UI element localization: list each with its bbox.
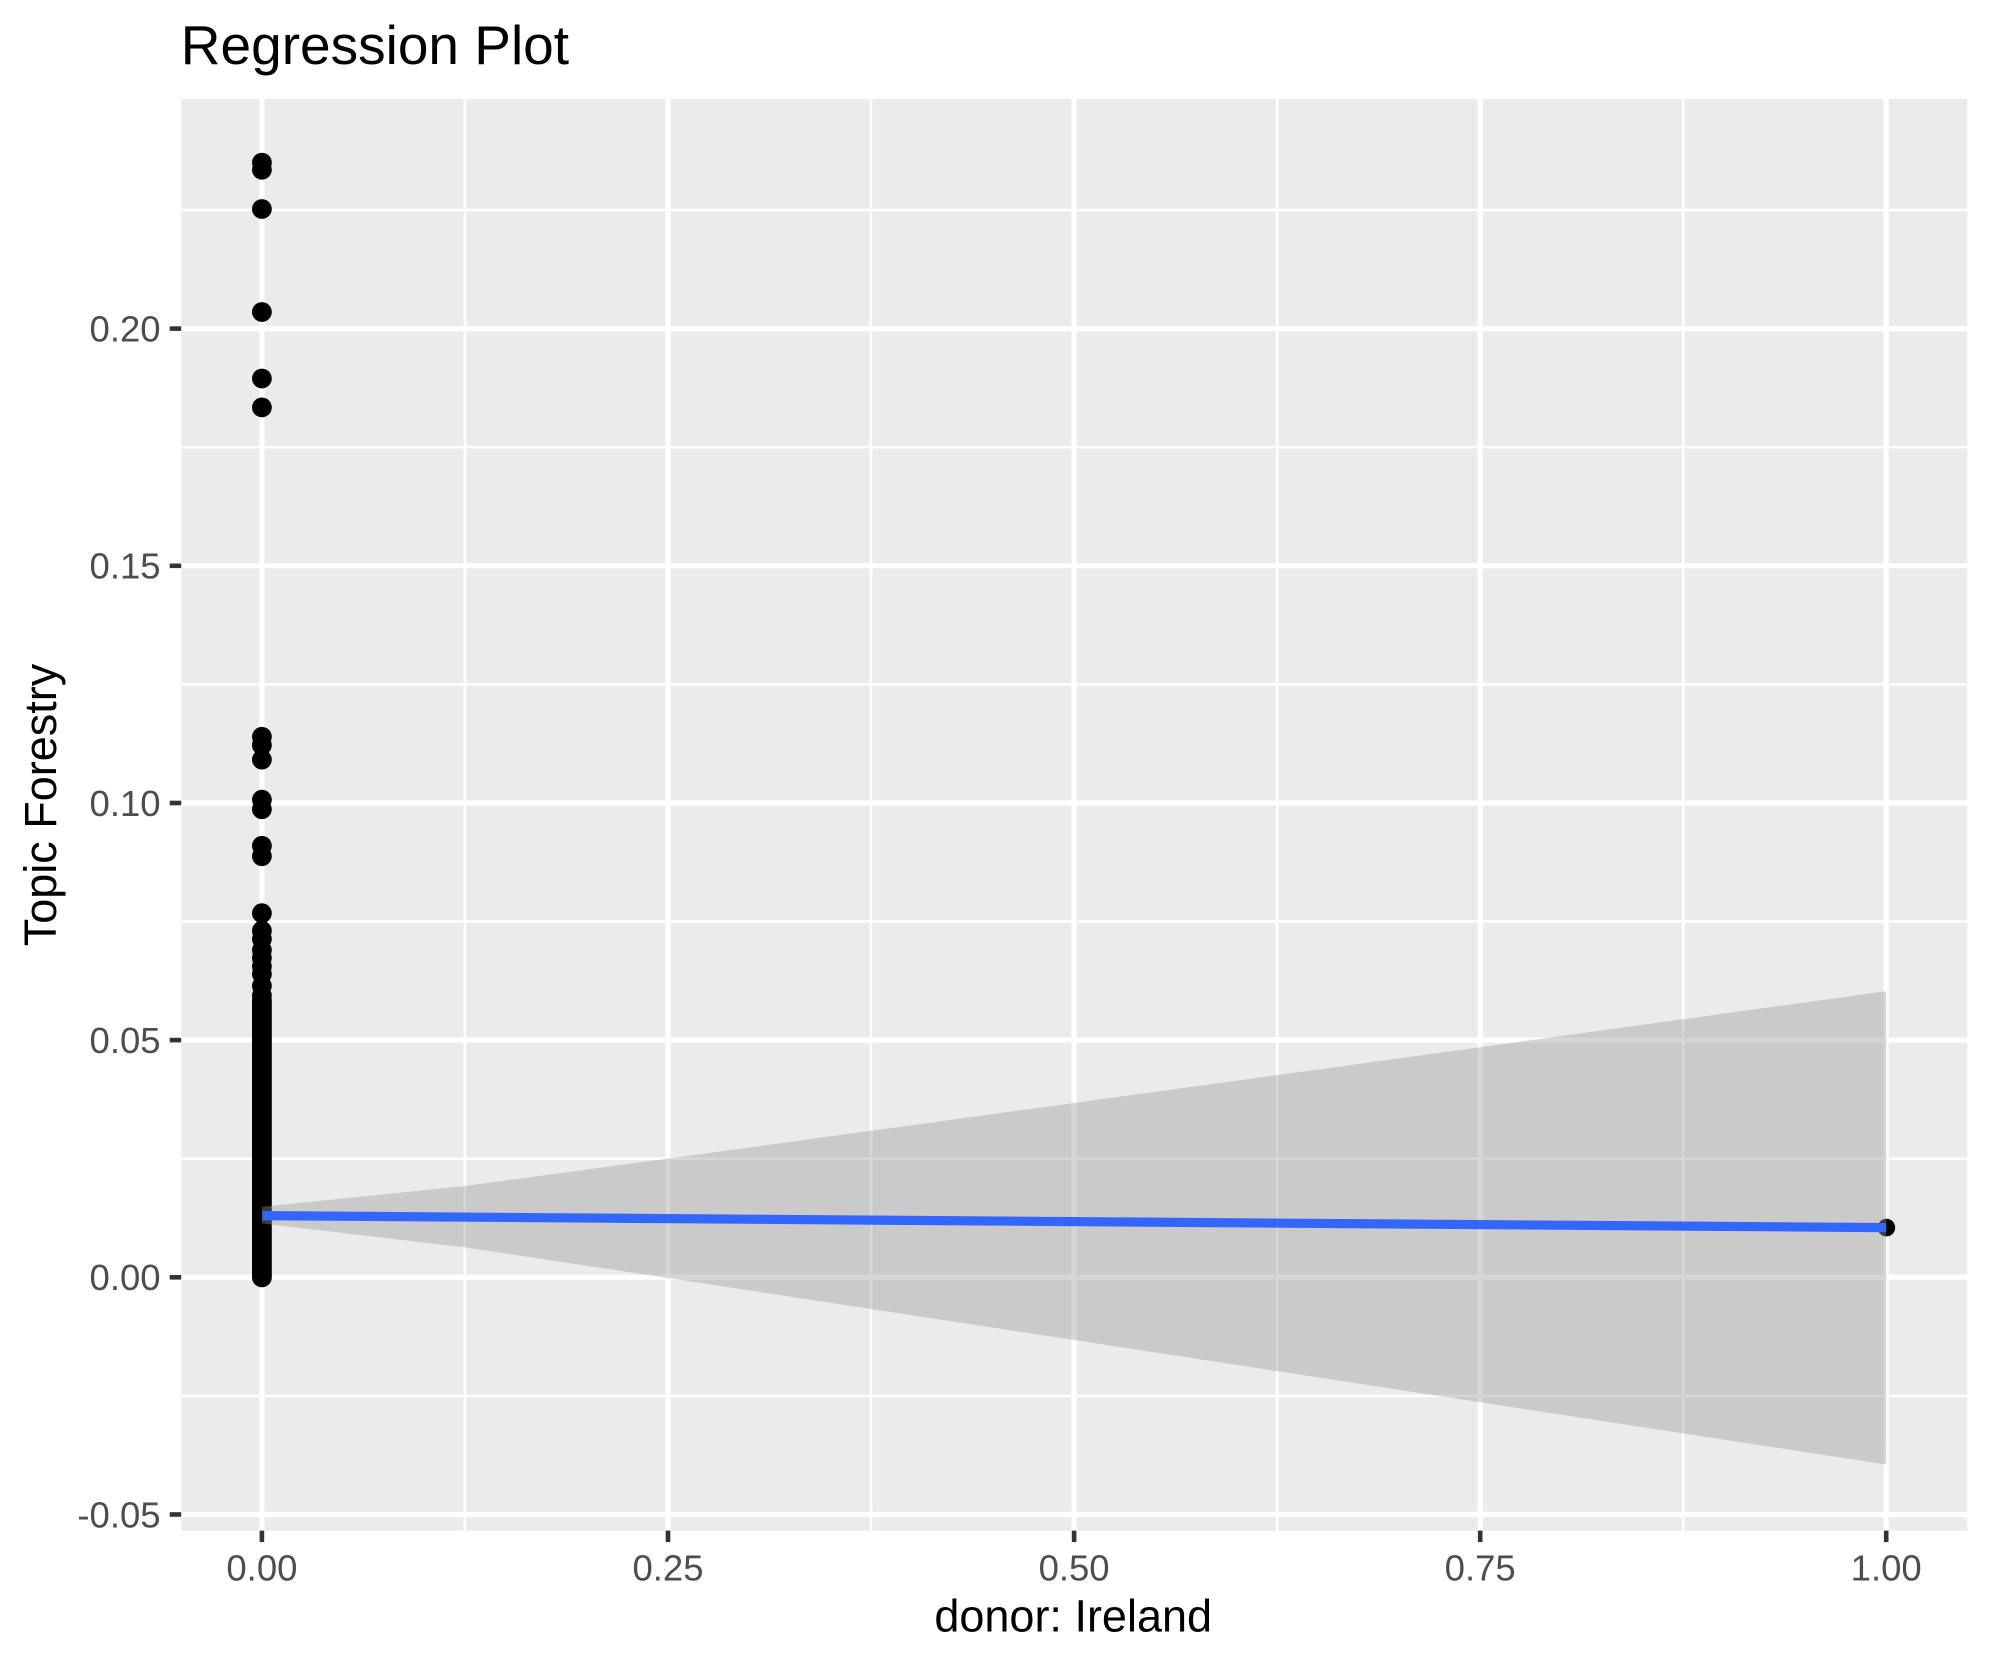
svg-text:Regression Plot: Regression Plot [181, 14, 569, 76]
svg-text:0.10: 0.10 [90, 783, 161, 824]
svg-text:-0.05: -0.05 [77, 1494, 160, 1535]
svg-text:0.50: 0.50 [1039, 1548, 1110, 1589]
svg-text:0.15: 0.15 [90, 546, 161, 587]
svg-text:0.75: 0.75 [1445, 1548, 1516, 1589]
svg-text:0.20: 0.20 [90, 308, 161, 349]
svg-text:0.05: 0.05 [90, 1020, 161, 1061]
svg-text:0.00: 0.00 [226, 1548, 297, 1589]
svg-text:Topic Forestry: Topic Forestry [15, 663, 66, 946]
svg-text:donor: Ireland: donor: Ireland [934, 1591, 1212, 1642]
svg-text:0.25: 0.25 [632, 1548, 703, 1589]
svg-text:1.00: 1.00 [1851, 1548, 1922, 1589]
svg-text:0.00: 0.00 [90, 1257, 161, 1298]
